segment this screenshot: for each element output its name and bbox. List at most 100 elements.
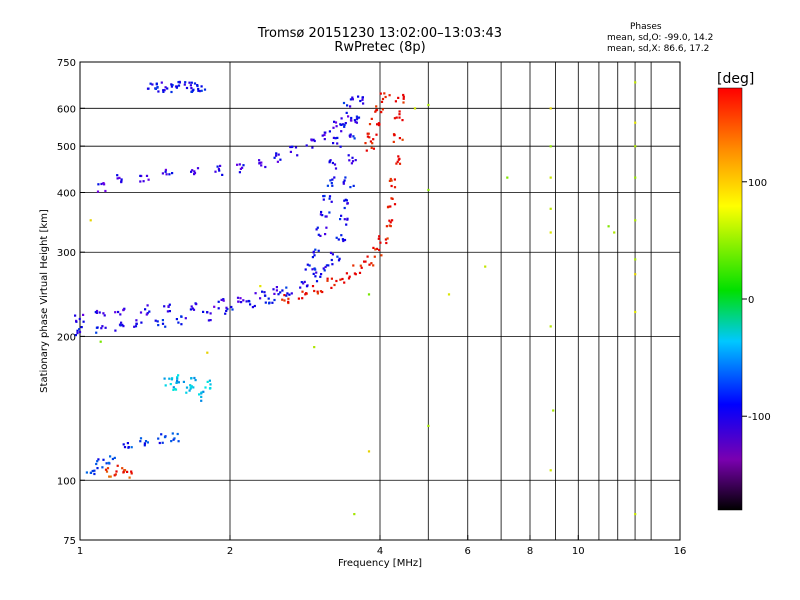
y-tick-label: 75 <box>63 536 76 547</box>
data-point <box>194 379 197 382</box>
data-point <box>140 321 143 324</box>
data-point <box>389 205 392 208</box>
data-point <box>217 300 220 303</box>
data-point <box>351 98 354 101</box>
data-point <box>352 135 355 138</box>
data-point <box>164 384 167 387</box>
data-point <box>549 325 552 328</box>
data-point <box>161 322 165 325</box>
data-point <box>297 297 300 300</box>
data-point <box>302 282 305 285</box>
data-point <box>130 472 133 475</box>
data-point <box>375 109 378 112</box>
data-point <box>311 146 314 149</box>
y-tick-label: 500 <box>57 142 76 153</box>
x-tick-label: 10 <box>572 546 585 557</box>
data-point <box>289 145 292 149</box>
data-point <box>82 313 85 316</box>
data-point <box>372 246 375 249</box>
data-point <box>305 292 308 295</box>
data-point <box>206 311 209 314</box>
data-point <box>130 446 133 449</box>
data-point <box>165 173 168 176</box>
data-point <box>191 89 194 92</box>
data-point <box>123 446 127 449</box>
x-tick-label: 4 <box>377 546 383 557</box>
data-point <box>143 442 146 445</box>
data-point <box>396 160 399 163</box>
data-point <box>288 293 291 296</box>
data-point <box>95 311 98 314</box>
data-point <box>191 169 194 172</box>
data-point <box>96 190 100 193</box>
data-point <box>156 320 159 323</box>
data-point <box>134 325 138 328</box>
data-point <box>340 123 343 126</box>
data-point <box>172 386 175 389</box>
data-point <box>226 308 229 311</box>
data-point <box>360 266 363 269</box>
data-point <box>345 111 348 114</box>
y-tick-label: 100 <box>57 476 76 487</box>
data-point <box>322 195 325 198</box>
data-point <box>193 170 196 173</box>
data-point <box>377 122 380 125</box>
data-point <box>249 303 252 306</box>
data-point <box>163 89 166 92</box>
data-point <box>85 471 88 474</box>
x-axis: 1 2 4 6 8 10 16 <box>77 535 686 557</box>
data-point <box>316 292 319 295</box>
data-point <box>279 158 282 161</box>
y-axis: 75 100 200 300 400 500 600 750 <box>57 58 85 547</box>
data-point <box>281 298 284 301</box>
data-point <box>217 307 220 310</box>
data-point <box>340 117 343 120</box>
data-point <box>372 138 375 141</box>
data-point <box>335 125 338 128</box>
data-point <box>427 188 430 192</box>
data-point <box>109 475 112 478</box>
data-point <box>225 306 228 309</box>
data-point <box>253 304 256 308</box>
data-point <box>192 386 195 389</box>
data-point <box>104 326 107 329</box>
data-point <box>162 90 165 93</box>
data-point <box>171 172 174 175</box>
data-point <box>386 237 389 240</box>
data-point <box>321 134 324 137</box>
data-point <box>185 386 189 389</box>
data-point <box>260 161 263 164</box>
data-point <box>247 299 250 303</box>
data-point <box>354 120 357 124</box>
data-point <box>329 251 333 254</box>
data-point <box>320 273 323 276</box>
data-point <box>170 85 173 88</box>
data-point <box>230 305 233 309</box>
data-point <box>325 215 328 218</box>
data-point <box>377 237 380 240</box>
data-point <box>398 113 401 116</box>
data-point <box>177 374 180 377</box>
data-point <box>198 90 202 93</box>
data-point <box>390 179 393 182</box>
data-point <box>103 183 106 186</box>
data-point <box>126 442 129 445</box>
data-point <box>237 300 240 303</box>
data-point <box>263 291 266 294</box>
data-point <box>398 116 401 119</box>
data-point <box>315 228 318 231</box>
data-point <box>393 186 397 189</box>
data-point <box>96 460 99 463</box>
y-axis-label: Stationary phase Virtual Height [km] <box>39 209 50 393</box>
data-point <box>323 131 326 134</box>
data-point <box>161 441 164 444</box>
data-point <box>326 279 329 282</box>
data-point <box>127 446 130 449</box>
data-point <box>224 312 227 315</box>
data-point <box>100 182 103 186</box>
data-point <box>221 173 224 176</box>
data-point <box>222 299 225 302</box>
data-point <box>372 264 375 267</box>
data-point <box>114 473 117 476</box>
data-point <box>336 136 339 139</box>
